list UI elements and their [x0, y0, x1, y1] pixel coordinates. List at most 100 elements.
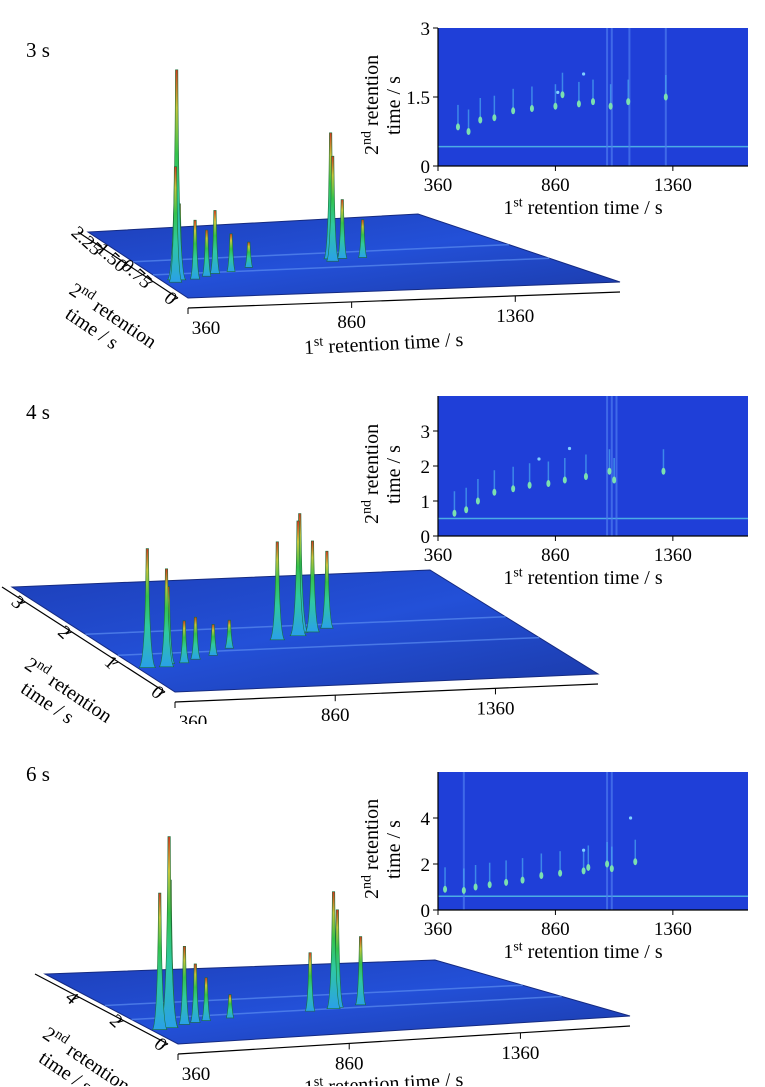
- heatmap-x-axis-title: 1st retention time / s: [503, 939, 663, 963]
- surface-x-tick-label: 1360: [476, 698, 514, 719]
- surface-peak: [168, 166, 183, 283]
- heatmap-peak: [511, 485, 516, 493]
- surface-x-tick-label: 360: [192, 318, 221, 339]
- surface-y-tick-label: 2: [53, 622, 74, 644]
- heatmap-x-tick-label: 1360: [654, 545, 692, 566]
- surface-peak: [208, 624, 218, 656]
- surface-y-tick-label: 3: [7, 592, 28, 614]
- heatmap-y-axis-title: 2nd retention: [359, 55, 383, 155]
- surface-peak: [201, 977, 211, 1021]
- heatmap-y-axis-title-line2: time / s: [383, 820, 405, 879]
- surface-peak: [178, 620, 190, 664]
- heatmap-peak: [475, 497, 480, 505]
- surface-y-tick: [73, 996, 80, 1000]
- surface-x-tick-label: 860: [321, 705, 350, 724]
- heatmap-peak: [466, 128, 471, 135]
- heatmap-peak: [633, 858, 638, 866]
- panel-3s: 3 s 360 860 1360 0 1.5 3 1st retention time / …: [0, 0, 765, 362]
- surface-x-axis: [174, 683, 599, 703]
- heatmap-peak: [455, 123, 460, 131]
- surface-peak: [225, 994, 235, 1019]
- surface-peak: [190, 963, 201, 1023]
- heatmap-x-tick-label: 1360: [654, 919, 692, 940]
- heatmap-peak: [576, 100, 581, 108]
- surface-peak: [209, 210, 221, 274]
- surface-y-axis: [34, 973, 169, 1045]
- panel-label: 6 s: [26, 762, 50, 786]
- surface-y-tick-label: 1: [100, 652, 121, 674]
- heatmap-x-tick-label: 860: [541, 545, 570, 566]
- surface-ridge: [104, 984, 523, 1007]
- surface-y-tick: [158, 691, 166, 695]
- heatmap-x-tick-label: 1360: [654, 175, 692, 196]
- heatmap-spot: [556, 90, 560, 94]
- heatmap-spot: [582, 72, 586, 76]
- surface-y-tick: [121, 264, 129, 268]
- chart-svg: 360 860 1360 0 1.5 3 1st retention time / s 2nd…: [61, 19, 748, 359]
- heatmap-x-tick-label: 860: [541, 175, 570, 196]
- heatmap-background: [438, 396, 748, 536]
- surface-peak: [190, 616, 201, 660]
- heatmap-peak: [583, 473, 588, 480]
- heatmap-peak: [558, 869, 563, 877]
- heatmap-y-tick-label: 3: [421, 422, 431, 443]
- heatmap-spot: [582, 848, 586, 852]
- surface-y-axis: [1, 586, 166, 693]
- heatmap-peak: [553, 102, 558, 110]
- surface-x-axis-title: 1st retention time / s: [303, 1067, 464, 1086]
- surface-peak: [226, 233, 236, 272]
- heatmap-y-tick-label: 2: [421, 457, 431, 478]
- surface-peak: [355, 936, 367, 1006]
- heatmap-peak: [492, 488, 497, 496]
- heatmap-peak: [473, 883, 478, 891]
- heatmap-y-axis-title: 2nd retention: [359, 799, 383, 899]
- heatmap-x-tick-label: 360: [424, 919, 453, 940]
- heatmap-x-tick-label: 860: [541, 919, 570, 940]
- surface-x-tick-label: 360: [182, 1064, 211, 1085]
- heatmap-y-tick-label: 1.5: [406, 88, 430, 109]
- heatmap-peak: [520, 876, 525, 884]
- surface-peak: [189, 219, 201, 280]
- surface-peak: [337, 199, 348, 259]
- surface-peak: [201, 229, 212, 277]
- surface-x-tick-label: 860: [337, 312, 366, 333]
- heatmap-y-tick-label: 0: [421, 157, 431, 178]
- heatmap-x-axis-title: 1st retention time / s: [503, 565, 663, 589]
- heatmap-peak: [539, 872, 544, 879]
- heatmap-peak: [562, 476, 567, 484]
- surface-peak: [326, 155, 340, 262]
- chart-svg: 360 860 1360 0 2 4 1st retention time / s 2nd r…: [34, 772, 748, 1086]
- surface-y-tick: [96, 248, 104, 251]
- surface-peak: [159, 836, 179, 1028]
- heatmap-y-axis-title-line2: time / s: [383, 76, 405, 135]
- surface-peak: [358, 219, 368, 258]
- heatmap-x-tick-label: 360: [424, 175, 453, 196]
- heatmap-peak: [586, 863, 591, 871]
- heatmap-peak: [661, 467, 666, 475]
- surface-peak: [138, 548, 157, 668]
- heatmap-spot: [537, 457, 541, 461]
- heatmap-peak: [608, 102, 613, 110]
- surface-peak: [158, 568, 175, 668]
- surface-y-tick: [171, 297, 179, 301]
- heatmap-y-tick-label: 0: [421, 901, 431, 922]
- surface-y-tick: [161, 1043, 169, 1047]
- heatmap-peak: [529, 105, 534, 112]
- surface-y-tick-label: 0: [160, 288, 181, 310]
- heatmap-peak: [492, 114, 497, 122]
- heatmap-peak: [478, 116, 483, 124]
- heatmap-peak: [504, 878, 509, 886]
- heatmap-peak: [464, 506, 469, 514]
- heatmap-y-axis-title: 2nd retention: [359, 424, 383, 524]
- surface-x-tick-label: 860: [335, 1053, 364, 1074]
- surface-y-tick: [117, 1020, 124, 1024]
- surface-peak: [319, 550, 334, 629]
- surface-y-tick-label: 0: [150, 1034, 171, 1056]
- heatmap-peak: [626, 98, 631, 106]
- surface-y-tick: [112, 661, 119, 665]
- panel-label: 4 s: [26, 400, 50, 424]
- heatmap-background: [438, 772, 748, 910]
- surface-y-tick-label: 0: [147, 682, 168, 704]
- surface-ridge: [117, 636, 540, 656]
